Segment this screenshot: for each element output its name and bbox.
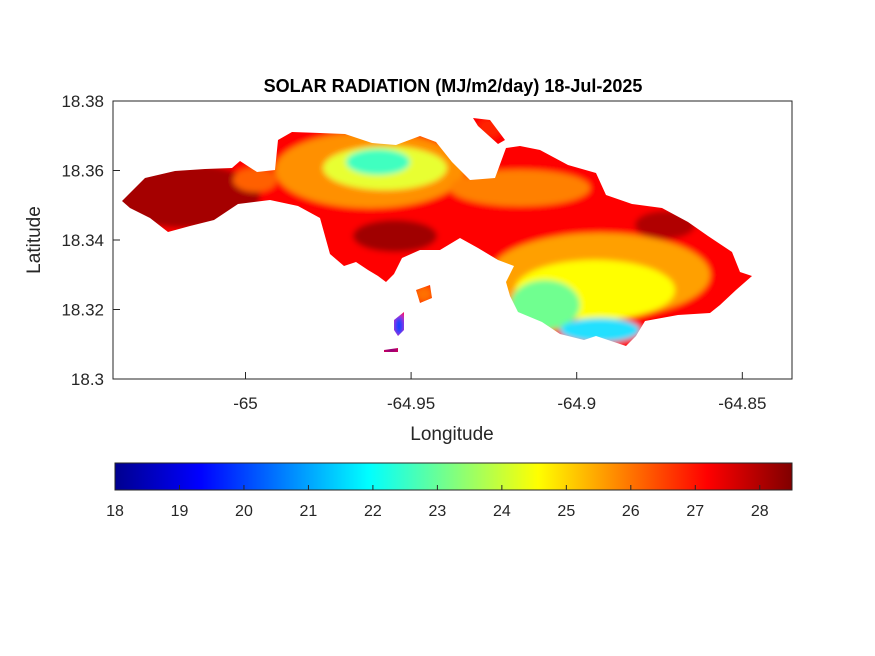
colorbar-tick-label: 21	[300, 503, 318, 520]
colorbar-tick-label: 26	[622, 503, 640, 520]
y-tick-label: 18.36	[61, 162, 104, 181]
x-axis-ticks: -65 -64.95 -64.9 -64.85	[233, 372, 766, 413]
colorbar-tick-label: 27	[686, 503, 704, 520]
y-axis-label: Latitude	[24, 206, 45, 274]
colorbar-tick-label: 19	[171, 503, 189, 520]
colorbar-tick-label: 23	[428, 503, 446, 520]
x-axis-label: Longitude	[410, 424, 493, 445]
y-tick-label: 18.32	[61, 301, 104, 320]
y-tick-label: 18.38	[61, 92, 104, 111]
field-east-cyan	[560, 318, 640, 342]
chart-title: SOLAR RADIATION (MJ/m2/day) 18-Jul-2025	[264, 76, 643, 96]
y-tick-label: 18.34	[61, 231, 104, 250]
x-tick-label: -64.9	[557, 394, 596, 413]
colorbar-tick-label: 18	[106, 503, 124, 520]
colorbar	[114, 462, 793, 491]
x-tick-label: -64.85	[718, 394, 766, 413]
field-central-dark	[353, 220, 437, 252]
field-north-cyan	[346, 149, 410, 175]
field-ridge-orange	[450, 170, 590, 206]
colorbar-tick-label: 28	[751, 503, 769, 520]
field-east-dark	[635, 211, 695, 239]
colorbar-tick-label: 22	[364, 503, 382, 520]
colorbar-ticks: 18 19 20 21 22 23 24 25 26 27 28	[106, 485, 769, 520]
y-tick-label: 18.3	[71, 370, 104, 389]
colorbar-tick-label: 20	[235, 503, 253, 520]
field-west-high	[122, 164, 260, 228]
colorbar-tick-label: 24	[493, 503, 511, 520]
x-tick-label: -65	[233, 394, 258, 413]
field-islet-orange	[415, 286, 433, 302]
field-west-orange	[233, 168, 277, 192]
y-axis-ticks: 18.3 18.32 18.34 18.36 18.38	[61, 92, 120, 389]
x-tick-label: -64.95	[387, 394, 435, 413]
colorbar-tick-label: 25	[557, 503, 575, 520]
